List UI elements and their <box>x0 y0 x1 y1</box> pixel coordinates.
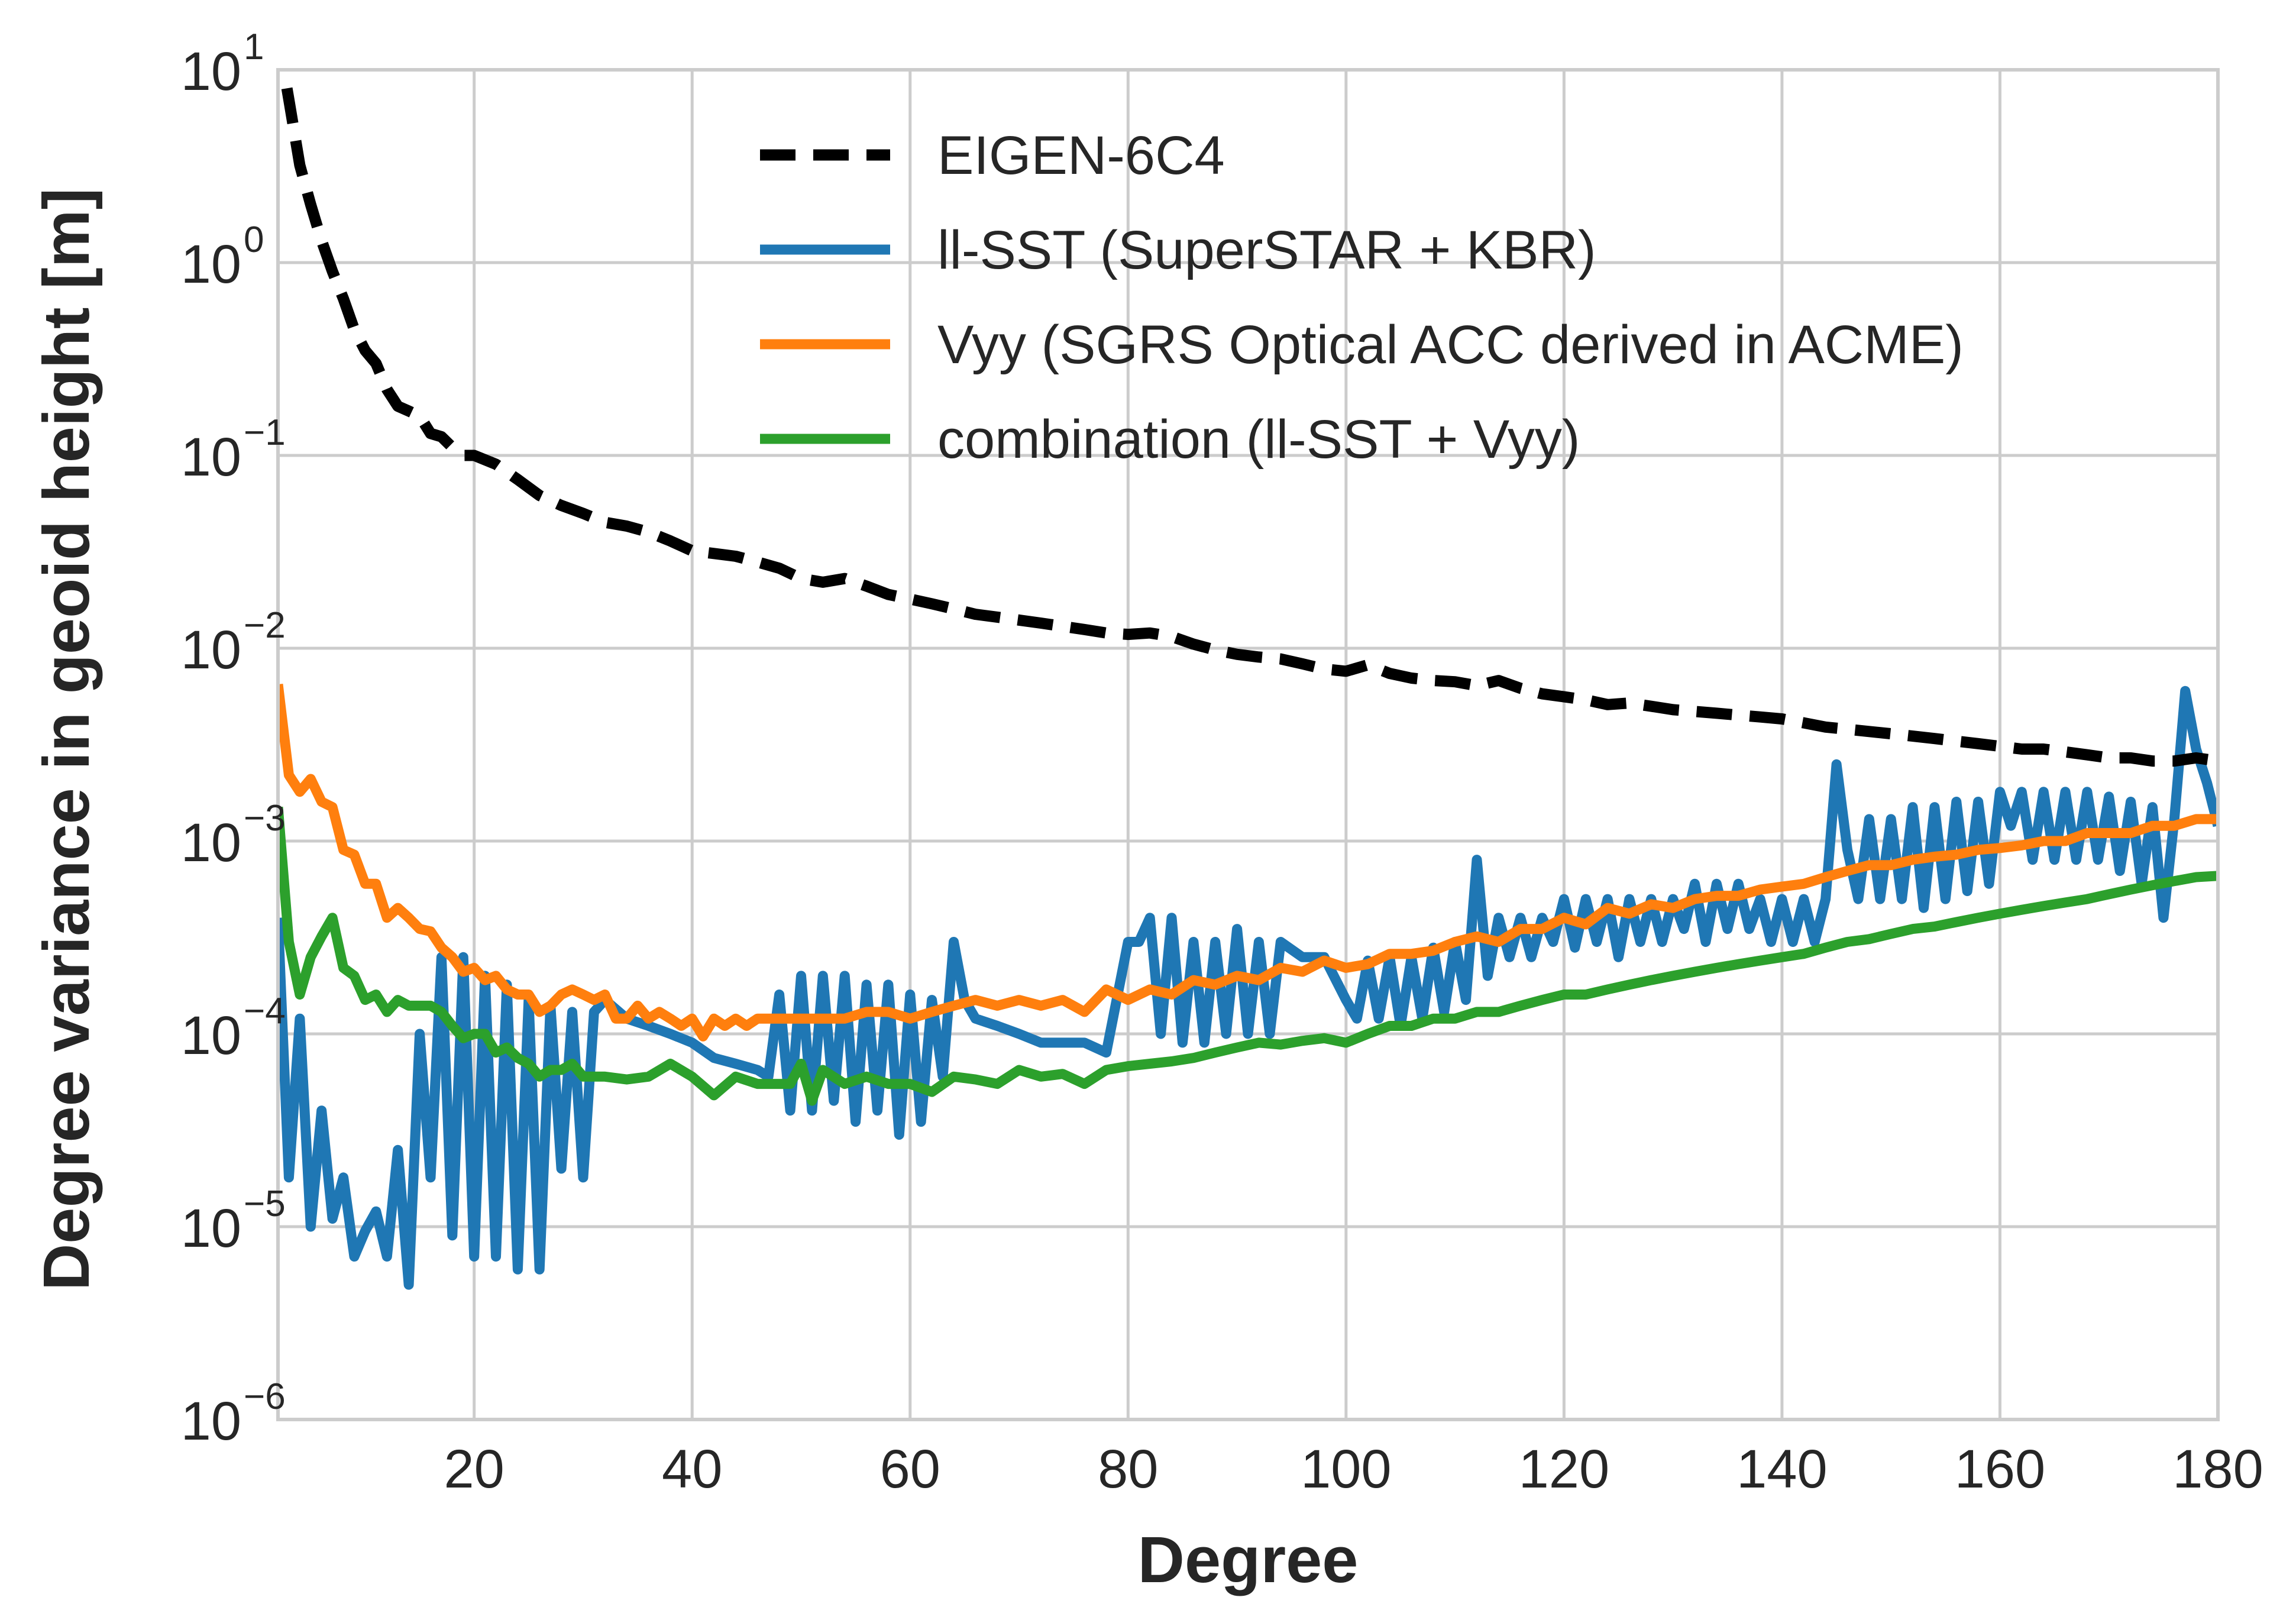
y-tick-base: 10 <box>181 813 241 873</box>
y-tick-label: 10 −4 <box>181 991 286 1066</box>
series-line-0 <box>278 70 2218 767</box>
x-tick-label: 40 <box>662 1439 722 1499</box>
legend-label: ll-SST (SuperSTAR + KBR) <box>937 220 1596 280</box>
y-tick-exponent: −4 <box>244 991 286 1032</box>
y-tick-label: 10 −5 <box>181 1184 286 1259</box>
y-axis-title: Degree variance in geoid height [m] <box>30 188 103 1291</box>
legend-label: Vyy (SGRS Optical ACC derived in ACME) <box>937 315 1964 375</box>
legend: EIGEN-6C4 ll-SST (SuperSTAR + KBR) Vyy (SG… <box>760 125 1964 470</box>
y-tick-label: 10 1 <box>181 27 264 102</box>
y-tick-label: 10 −3 <box>181 798 286 873</box>
y-tick-exponent: 1 <box>244 27 264 67</box>
y-tick-base: 10 <box>181 41 241 102</box>
y-tick-exponent: −1 <box>244 412 286 453</box>
legend-item-0: EIGEN-6C4 <box>760 125 1225 186</box>
y-tick-base: 10 <box>181 1391 241 1451</box>
legend-label: combination (ll-SST + Vyy) <box>937 409 1580 470</box>
x-tick-label: 20 <box>444 1439 505 1499</box>
legend-label: EIGEN-6C4 <box>937 125 1225 186</box>
y-tick-exponent: −2 <box>244 605 286 646</box>
series-line-2 <box>278 683 2218 1042</box>
y-tick-exponent: −3 <box>244 798 286 839</box>
plot-frame <box>276 68 2220 1421</box>
x-tick-labels: 20 40 60 80 100 120 140 160 180 <box>444 1439 2263 1499</box>
x-tick-label: 80 <box>1098 1439 1158 1499</box>
y-tick-label: 10 −1 <box>181 412 286 487</box>
y-tick-label: 10 −6 <box>181 1376 286 1451</box>
y-tick-base: 10 <box>181 234 241 295</box>
y-tick-exponent: −6 <box>244 1376 286 1417</box>
series-line-1 <box>278 685 2218 1290</box>
y-tick-base: 10 <box>181 1005 241 1066</box>
legend-item-3: combination (ll-SST + Vyy) <box>760 409 1580 470</box>
legend-item-2: Vyy (SGRS Optical ACC derived in ACME) <box>760 315 1964 375</box>
series-lines <box>278 70 2218 1290</box>
x-tick-label: 120 <box>1519 1439 1610 1499</box>
y-tick-exponent: 0 <box>244 219 264 260</box>
y-tick-base: 10 <box>181 620 241 680</box>
y-tick-label: 10 −2 <box>181 605 286 680</box>
x-tick-label: 160 <box>1955 1439 2046 1499</box>
series-line-3 <box>278 806 2218 1106</box>
x-tick-label: 60 <box>880 1439 940 1499</box>
y-tick-base: 10 <box>181 427 241 487</box>
y-tick-exponent: −5 <box>244 1184 286 1224</box>
y-tick-label: 10 0 <box>181 219 264 295</box>
x-tick-label: 140 <box>1736 1439 1828 1499</box>
x-axis-title: Degree <box>1138 1524 1359 1596</box>
x-tick-label: 100 <box>1301 1439 1392 1499</box>
legend-item-1: ll-SST (SuperSTAR + KBR) <box>760 220 1596 280</box>
x-tick-label: 180 <box>2172 1439 2263 1499</box>
y-tick-base: 10 <box>181 1198 241 1259</box>
